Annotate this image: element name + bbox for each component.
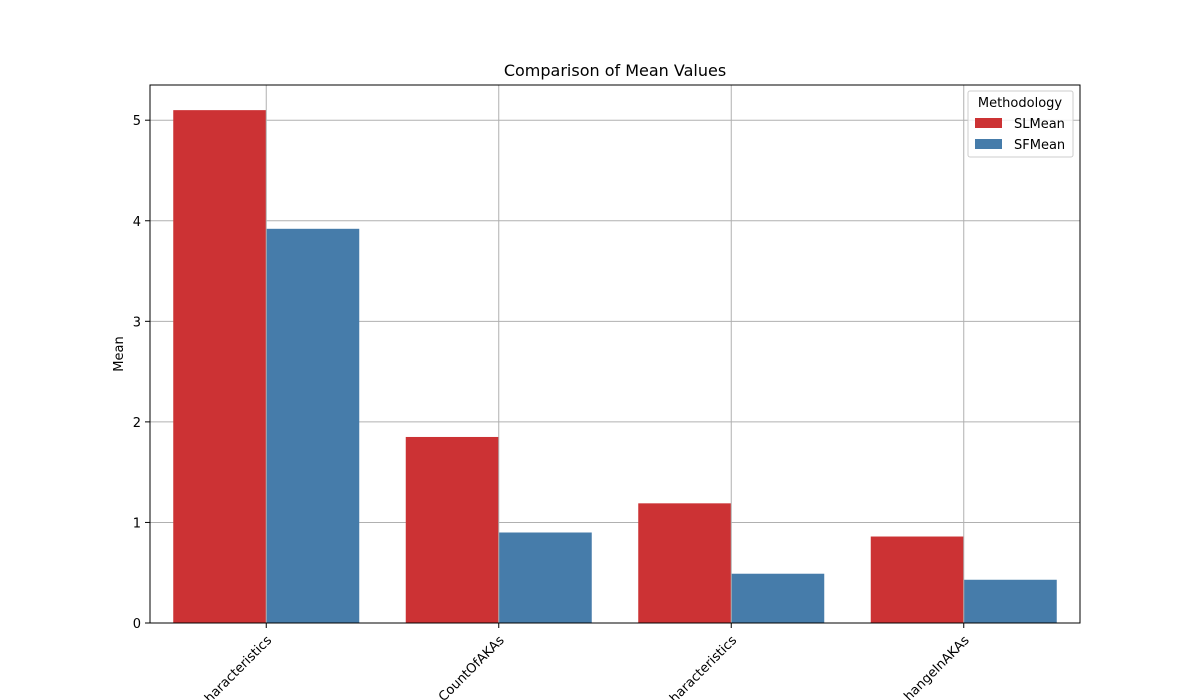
legend-swatch-sfmean [975, 139, 1002, 149]
plot-frame [149, 84, 1081, 624]
y-tick-label: 5 [133, 114, 141, 129]
legend-label-slmean: SLMean [1014, 117, 1065, 132]
y-axis-label: Mean [112, 336, 127, 371]
chart-title: Comparison of Mean Values [504, 61, 726, 80]
y-tick-label: 1 [133, 516, 141, 531]
bar-slmean-0 [173, 110, 267, 623]
y-tick-label: 2 [133, 416, 141, 431]
bar-sfmean-3 [963, 579, 1057, 623]
bar-slmean-2 [638, 503, 732, 623]
legend-items: SLMean SFMean [975, 117, 1065, 153]
legend: Methodology SLMean SFMean [967, 90, 1074, 158]
y-tick-label: 0 [133, 617, 141, 632]
legend-swatch-slmean [975, 118, 1002, 128]
y-tick-label: 4 [133, 215, 141, 230]
legend-label-sfmean: SFMean [1014, 138, 1065, 153]
bar-sfmean-0 [266, 228, 360, 623]
legend-title: Methodology [978, 96, 1063, 111]
bar-slmean-3 [870, 536, 964, 623]
vertical-grid-lines [265, 85, 965, 623]
bar-sfmean-2 [731, 573, 825, 623]
bar-slmean-1 [405, 436, 499, 623]
y-axis-ticks: 0 1 2 3 4 5 [133, 114, 150, 632]
bars [173, 110, 1057, 623]
y-tick-label: 3 [133, 315, 141, 330]
bar-sfmean-1 [498, 532, 592, 623]
